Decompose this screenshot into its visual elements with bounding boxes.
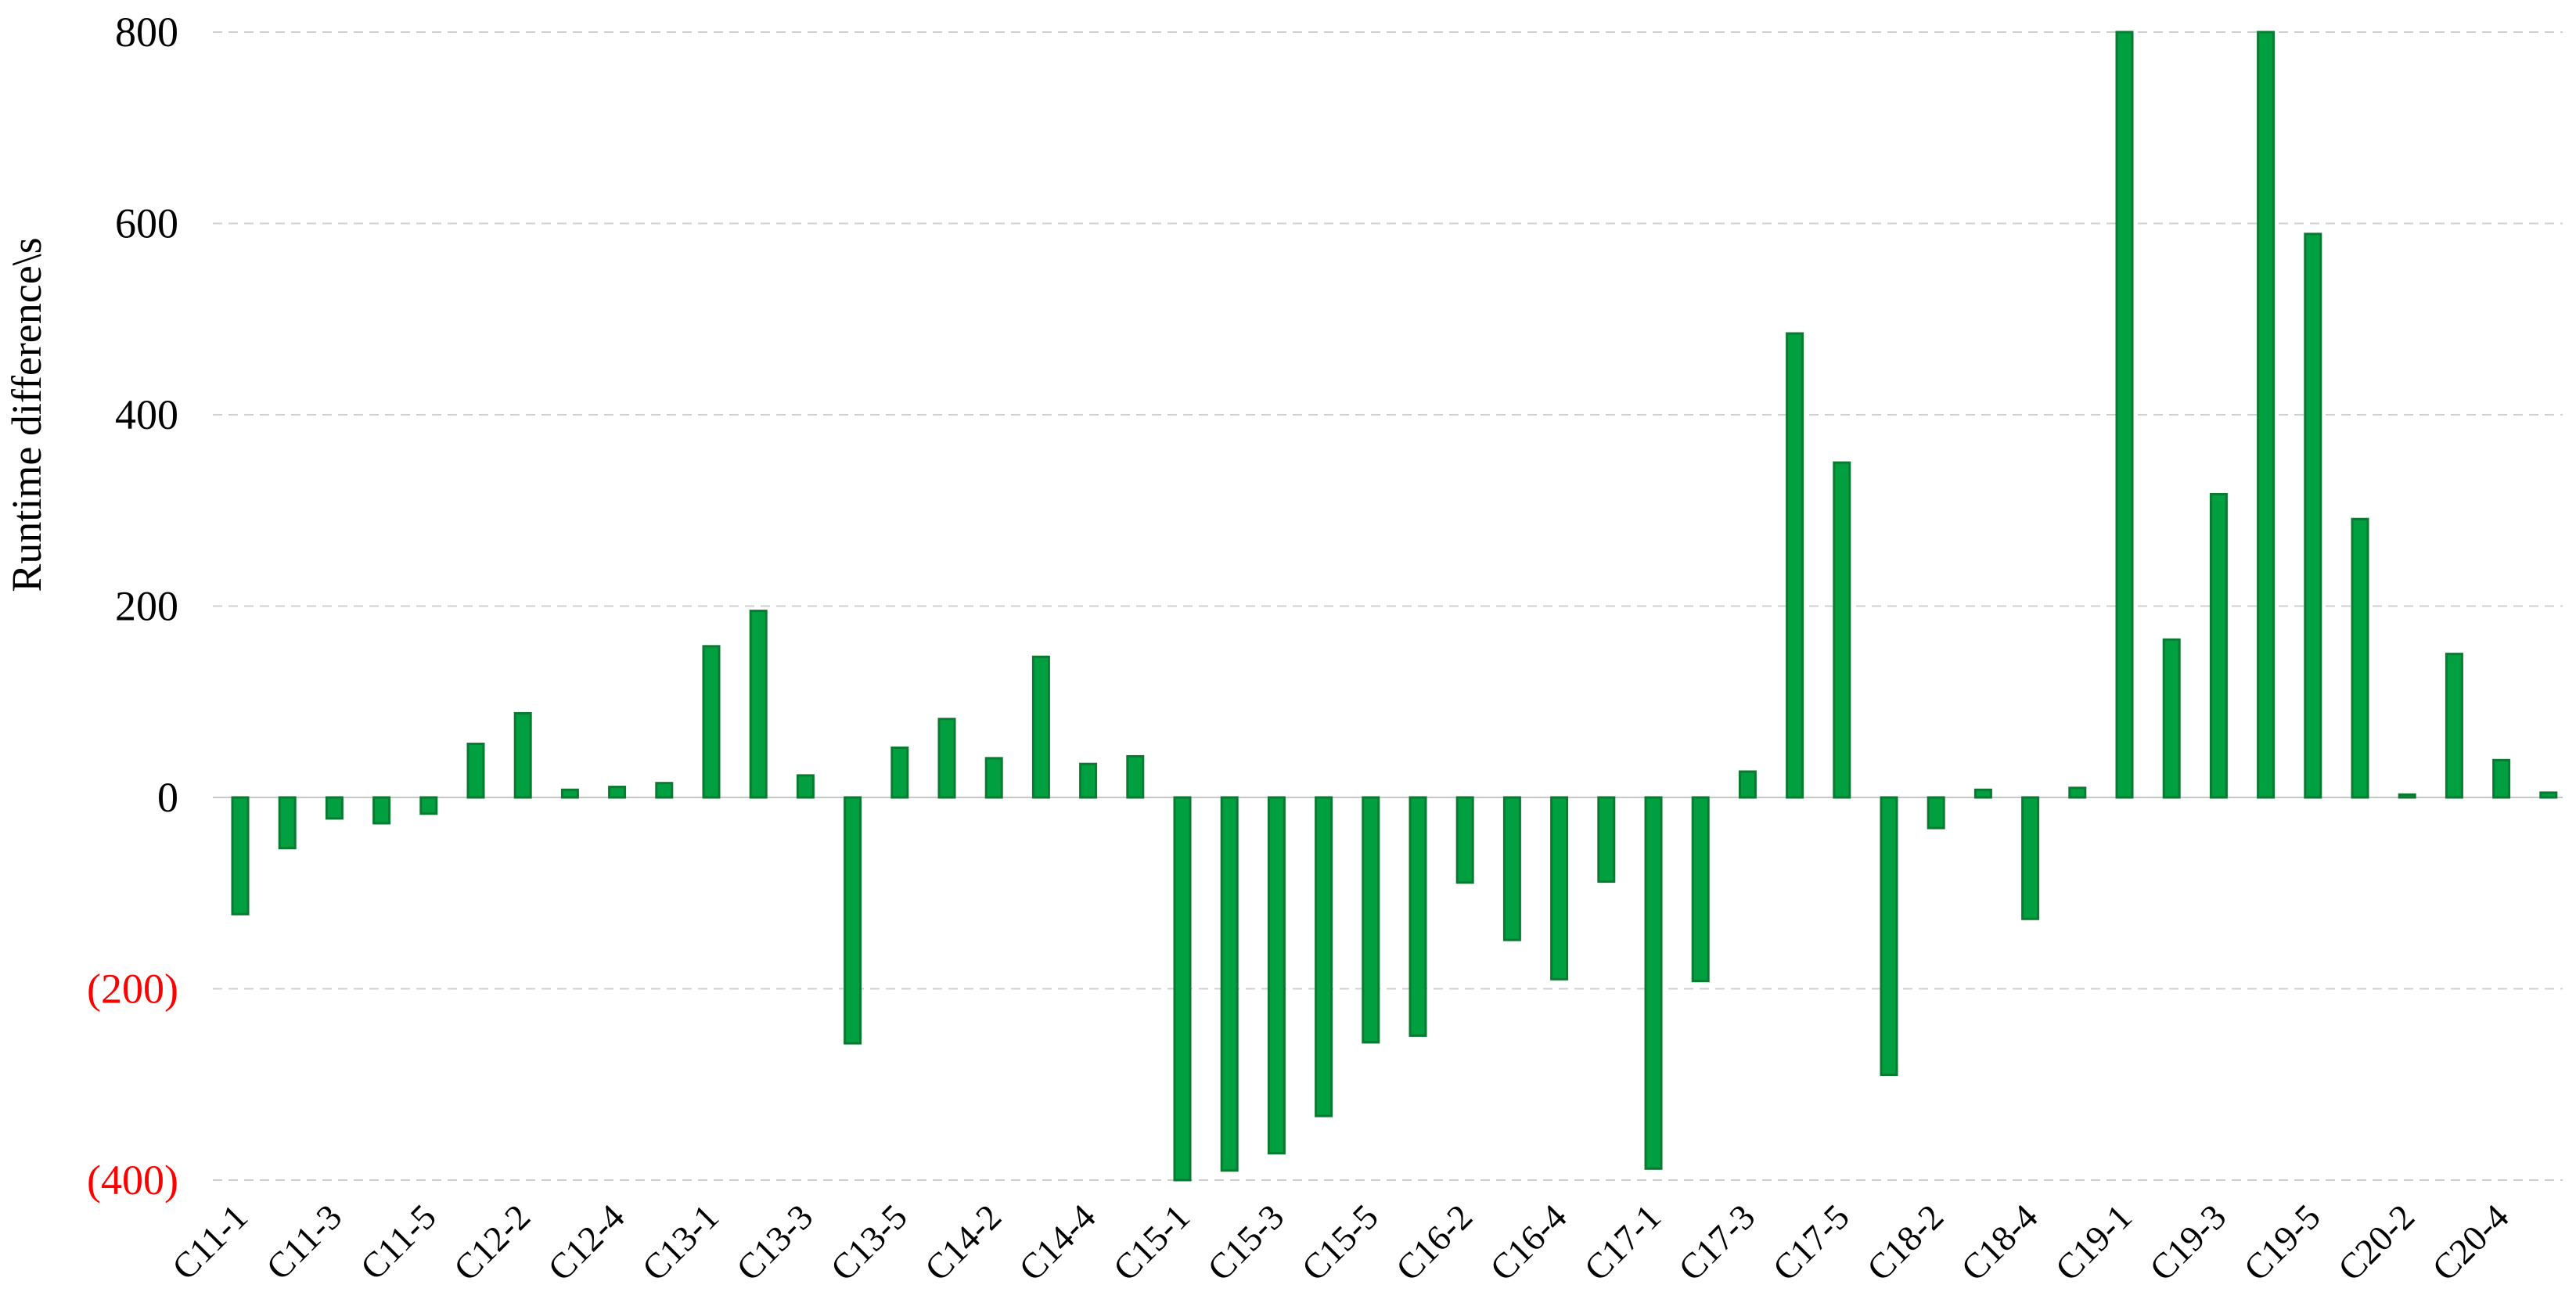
x-tick-label: C16-4	[1482, 1197, 1574, 1288]
x-tick-label: C19-3	[2142, 1197, 2233, 1288]
bar-c18-2	[1927, 796, 1945, 830]
gridlines	[213, 31, 2563, 1181]
bar-c14-1	[937, 718, 956, 799]
x-tick-label: C20-4	[2424, 1197, 2516, 1288]
y-tick-label: 0	[157, 774, 178, 821]
x-tick-label: C14-4	[1011, 1197, 1103, 1288]
bar-c16-1	[1409, 796, 1427, 1037]
y-tick-label: (200)	[87, 966, 178, 1013]
bar-c11-3	[325, 796, 344, 820]
bar-c19-2	[2162, 638, 2181, 799]
y-axis-ticks: 800 600 400 200 0 (200) (400)	[87, 9, 178, 1204]
bar-c20-2	[2398, 793, 2416, 799]
x-tick-label: C18-4	[1953, 1197, 2045, 1288]
y-tick-label: 200	[115, 583, 178, 630]
bar-c19-5	[2304, 232, 2322, 799]
x-tick-label: C16-2	[1388, 1197, 1480, 1288]
bar-c18-3	[1973, 788, 1992, 799]
x-tick-label: C14-2	[917, 1197, 1009, 1288]
bar-c19-3	[2209, 492, 2228, 799]
bar-c16-3	[1502, 796, 1521, 941]
x-tick-label: C12-4	[540, 1197, 631, 1288]
x-tick-label: C11-3	[258, 1197, 349, 1287]
x-tick-label: C19-1	[2048, 1197, 2139, 1288]
bar-c15-4	[1315, 796, 1333, 1117]
bar-c16-4	[1550, 796, 1569, 981]
x-tick-label: C15-3	[1200, 1197, 1291, 1288]
x-tick-label: C17-1	[1577, 1197, 1668, 1288]
x-tick-label: C13-3	[729, 1197, 820, 1288]
bar-c13-2	[749, 610, 768, 799]
bar-c15-3	[1267, 796, 1286, 1155]
y-axis-title: Runtime difference\s	[3, 237, 50, 592]
bar-c11-1	[231, 796, 250, 916]
bar-c12-4	[608, 786, 627, 799]
bars	[231, 31, 2558, 1182]
bar-c15-1	[1173, 796, 1192, 1182]
x-tick-label: C13-5	[822, 1197, 914, 1288]
bar-c15-5	[1362, 796, 1380, 1044]
bar-c18-1	[1880, 796, 1898, 1077]
bar-c14-4	[1079, 762, 1098, 799]
bar-c18-4	[2021, 796, 2040, 920]
bar-c18-5	[2068, 786, 2087, 799]
bar-c14-3	[1031, 655, 1050, 799]
y-tick-label: 600	[115, 200, 178, 247]
bar-c17-1	[1644, 796, 1663, 1170]
y-tick-label: 800	[115, 9, 178, 56]
bar-c11-4	[372, 796, 391, 825]
bar-c13-5	[890, 746, 909, 799]
bar-c16-5	[1597, 796, 1616, 884]
x-tick-label: C18-2	[1859, 1197, 1951, 1288]
x-tick-label: C19-5	[2236, 1197, 2327, 1288]
bar-c16-2	[1455, 796, 1474, 884]
x-tick-label: C15-1	[1106, 1197, 1197, 1288]
bar-c17-5	[1833, 461, 1851, 799]
x-tick-label: C12-2	[446, 1197, 538, 1288]
bar-c13-1	[702, 645, 721, 799]
bar-c17-3	[1738, 770, 1757, 799]
bar-c13-4	[844, 796, 862, 1045]
x-tick-label: C15-5	[1293, 1197, 1385, 1288]
x-tick-label: C17-5	[1765, 1197, 1856, 1288]
bar-c20-4	[2492, 758, 2511, 799]
x-tick-label: C11-1	[164, 1197, 255, 1287]
bar-c19-1	[2115, 31, 2134, 799]
bar-c20-1	[2351, 517, 2369, 799]
bar-c12-1	[466, 743, 485, 799]
x-axis-ticks: C11-1 C11-3 C11-5 C12-2 C12-4 C13-1 C13-3 C13-5…	[164, 1197, 2517, 1288]
bar-c12-2	[513, 711, 532, 799]
x-tick-label: C11-5	[353, 1197, 444, 1287]
bar-c13-3	[796, 774, 815, 799]
y-tick-label: 400	[115, 391, 178, 438]
bar-c15-2	[1220, 796, 1239, 1172]
x-tick-label: C13-1	[635, 1197, 726, 1288]
bar-c14-2	[984, 757, 1003, 799]
bar-c12-5	[655, 782, 674, 799]
bar-c20-3	[2445, 653, 2463, 799]
bar-c12-3	[560, 788, 579, 799]
y-tick-label: (400)	[87, 1157, 178, 1204]
bar-c14-5	[1126, 754, 1145, 799]
bar-c17-2	[1691, 796, 1710, 983]
x-tick-label: C17-3	[1671, 1197, 1762, 1288]
bar-c20-5	[2539, 791, 2558, 799]
bar-c19-4	[2257, 31, 2276, 799]
bar-c11-5	[419, 796, 438, 815]
bar-c17-4	[1786, 332, 1804, 799]
bar-c11-2	[278, 796, 297, 850]
x-tick-label: C20-2	[2330, 1197, 2422, 1288]
